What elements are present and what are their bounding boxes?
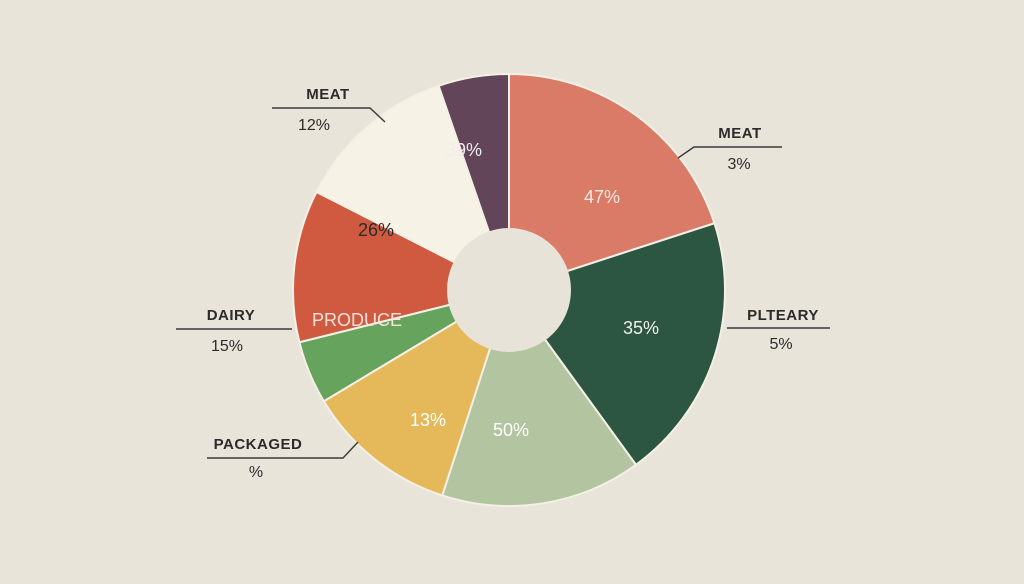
slice-label: 47%	[584, 187, 620, 207]
slice-label: PRODUCE	[312, 310, 402, 330]
slice-label: 50%	[493, 420, 529, 440]
callout-category-label: MEAT	[718, 125, 761, 142]
callout-category-label: PACKAGED	[214, 436, 303, 453]
callout-value-label: %	[249, 464, 263, 481]
pie-slice	[440, 287, 638, 507]
callout-value-label: 3%	[727, 156, 750, 173]
callout-value-label: 15%	[211, 338, 243, 355]
callout-category-label: PLTEARY	[747, 307, 819, 324]
callout-value-label: 12%	[298, 117, 330, 134]
donut-hole	[447, 228, 571, 352]
slice-label: 35%	[623, 318, 659, 338]
callout-category-label: DAIRY	[207, 307, 256, 324]
callout-leader-line	[272, 107, 386, 123]
pie-slice	[508, 72, 716, 292]
slice-label: 39%	[446, 140, 482, 160]
pie-slice	[315, 84, 511, 293]
slice-label: 26%	[358, 220, 394, 240]
callout-value-label: 5%	[769, 336, 792, 353]
pie-slice	[322, 287, 511, 497]
pie-slice	[292, 190, 512, 344]
callout-leader-line	[207, 441, 359, 459]
callout-category-label: MEAT	[306, 86, 349, 103]
callout-leader-line	[677, 146, 782, 159]
slice-label: 13%	[410, 410, 446, 430]
